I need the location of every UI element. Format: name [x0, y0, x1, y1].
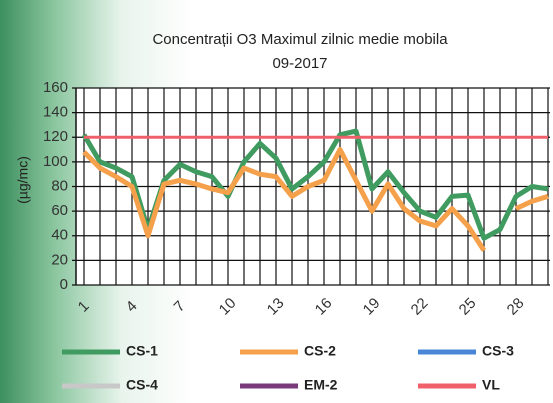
- series-line: [82, 147, 549, 252]
- x-tick-label: 19: [360, 295, 384, 319]
- y-tick-label: 160: [43, 79, 68, 96]
- y-tick-label: 60: [51, 202, 68, 219]
- x-tick-label: 25: [456, 295, 480, 319]
- y-tick-label: 0: [60, 276, 68, 293]
- y-tick-label: 20: [51, 251, 68, 268]
- x-tick-label: 4: [123, 298, 141, 316]
- legend-label: CS-1: [126, 343, 158, 359]
- x-tick-label: 7: [171, 298, 189, 316]
- chart-title: Concentrații O3 Maximul zilnic medie mob…: [152, 31, 448, 48]
- y-tick-label: 100: [43, 153, 68, 170]
- chart-subtitle: 09-2017: [272, 55, 327, 72]
- x-tick-label: 13: [264, 295, 288, 319]
- x-tick-label: 22: [408, 295, 432, 319]
- y-tick-label: 40: [51, 227, 68, 244]
- y-tick-label: 120: [43, 128, 68, 145]
- legend-label: CS-4: [126, 377, 158, 393]
- legend-label: EM-2: [304, 377, 338, 393]
- y-axis-label: (µg/mc): [15, 156, 31, 204]
- y-tick-label: 140: [43, 104, 68, 121]
- legend-label: CS-3: [482, 343, 514, 359]
- x-tick-label: 1: [75, 298, 93, 316]
- x-tick-label: 28: [504, 295, 528, 319]
- x-tick-label: 16: [312, 295, 336, 319]
- y-tick-label: 80: [51, 177, 68, 194]
- legend-label: VL: [482, 377, 500, 393]
- legend-label: CS-2: [304, 343, 336, 359]
- x-tick-label: 10: [216, 295, 240, 319]
